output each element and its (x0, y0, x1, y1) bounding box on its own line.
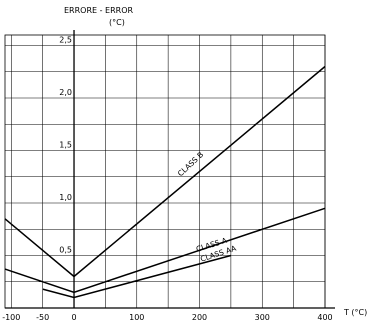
y-axis-title: ERRORE - ERROR (64, 6, 134, 15)
x-tick-labels: -100 -50 0 100 200 300 400 (2, 313, 332, 322)
y-tick-label: 1,5 (59, 141, 72, 150)
vertical-gridlines (10, 35, 326, 308)
y-tick-label: 1,0 (59, 193, 72, 202)
y-tick-label: 2,0 (59, 88, 72, 97)
plot-frame (4, 34, 326, 309)
class-b-line (4, 65, 326, 278)
x-tick-label: -50 (36, 313, 49, 322)
horizontal-gridlines (5, 45, 325, 283)
x-tick-label: 400 (317, 313, 332, 322)
class-a-line (4, 207, 326, 294)
class-b-label: CLASS B (176, 150, 205, 178)
x-tick-label: 300 (255, 313, 270, 322)
x-tick-label: 200 (192, 313, 207, 322)
y-tick-label: 2,5 (59, 36, 72, 45)
class-aa-line (42, 254, 232, 299)
x-axis-title: T (°C) (343, 308, 367, 317)
y-tick-label: 0,5 (59, 246, 72, 255)
x-tick-label: -100 (2, 313, 20, 322)
y-axis-unit: (°C) (109, 18, 125, 27)
x-tick-label: 0 (71, 313, 76, 322)
y-tick-labels: 0,5 1,0 1,5 2,0 2,5 (59, 36, 72, 255)
x-tick-label: 100 (129, 313, 144, 322)
